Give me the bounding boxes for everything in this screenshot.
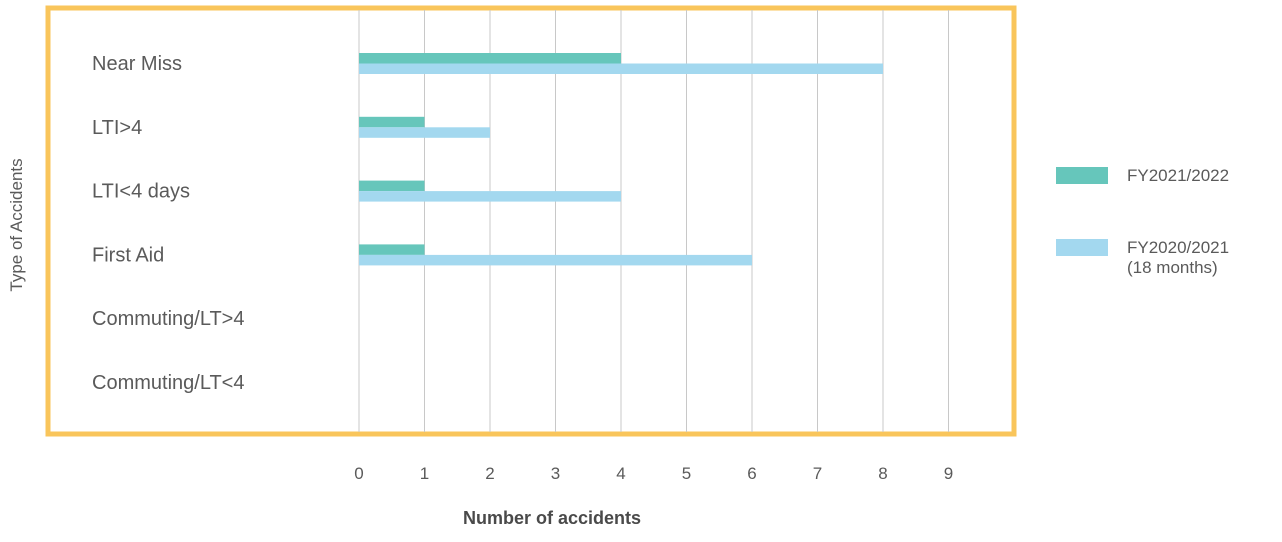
category-labels: Near Miss LTI>4 LTI<4 days First Aid Commuti…	[92, 53, 244, 394]
bar-fy2020-2021-2	[359, 191, 621, 202]
bar-fy2021-2022-1	[359, 116, 425, 128]
legend-label: FY2020/2021	[1127, 238, 1229, 257]
x-axis-title: Number of accidents	[463, 508, 641, 528]
bar-fy2020-2021-0	[359, 63, 883, 74]
bar-fy2021-2022-3	[359, 244, 425, 255]
x-tick-label: 3	[551, 464, 560, 483]
x-tick-label: 5	[682, 464, 691, 483]
x-tick-label: 9	[944, 464, 953, 483]
x-tick-label: 0	[354, 464, 363, 483]
x-tick-label: 4	[616, 464, 625, 483]
category-label: Commuting/LT>4	[92, 308, 244, 330]
legend-swatch-1	[1056, 239, 1108, 256]
x-tick-label: 2	[485, 464, 494, 483]
category-label: Near Miss	[92, 53, 182, 75]
legend: FY2021/2022 FY2020/2021(18 months)	[1056, 166, 1229, 277]
bar-fy2021-2022-0	[359, 53, 621, 64]
category-label: LTI<4 days	[92, 181, 190, 203]
gridlines	[358, 10, 949, 432]
bar-fy2021-2022-2	[359, 180, 425, 192]
x-tick-label: 8	[878, 464, 887, 483]
x-tick-label: 6	[747, 464, 756, 483]
y-axis-title: Type of Accidents	[7, 158, 26, 291]
legend-label: (18 months)	[1127, 258, 1218, 277]
x-tick-label: 1	[420, 464, 429, 483]
bar-fy2020-2021-3	[359, 254, 752, 266]
chart-frame	[45, 5, 1017, 437]
legend-swatch-0	[1056, 167, 1108, 184]
x-tick-labels: 0 1 2 3 4 5 6 7 8 9	[354, 464, 953, 483]
category-label: First Aid	[92, 244, 164, 266]
category-label: LTI>4	[92, 117, 142, 139]
legend-label: FY2021/2022	[1127, 166, 1229, 185]
category-label: Commuting/LT<4	[92, 372, 244, 394]
bar-fy2020-2021-1	[359, 127, 490, 138]
bars	[359, 53, 883, 266]
x-tick-label: 7	[813, 464, 822, 483]
